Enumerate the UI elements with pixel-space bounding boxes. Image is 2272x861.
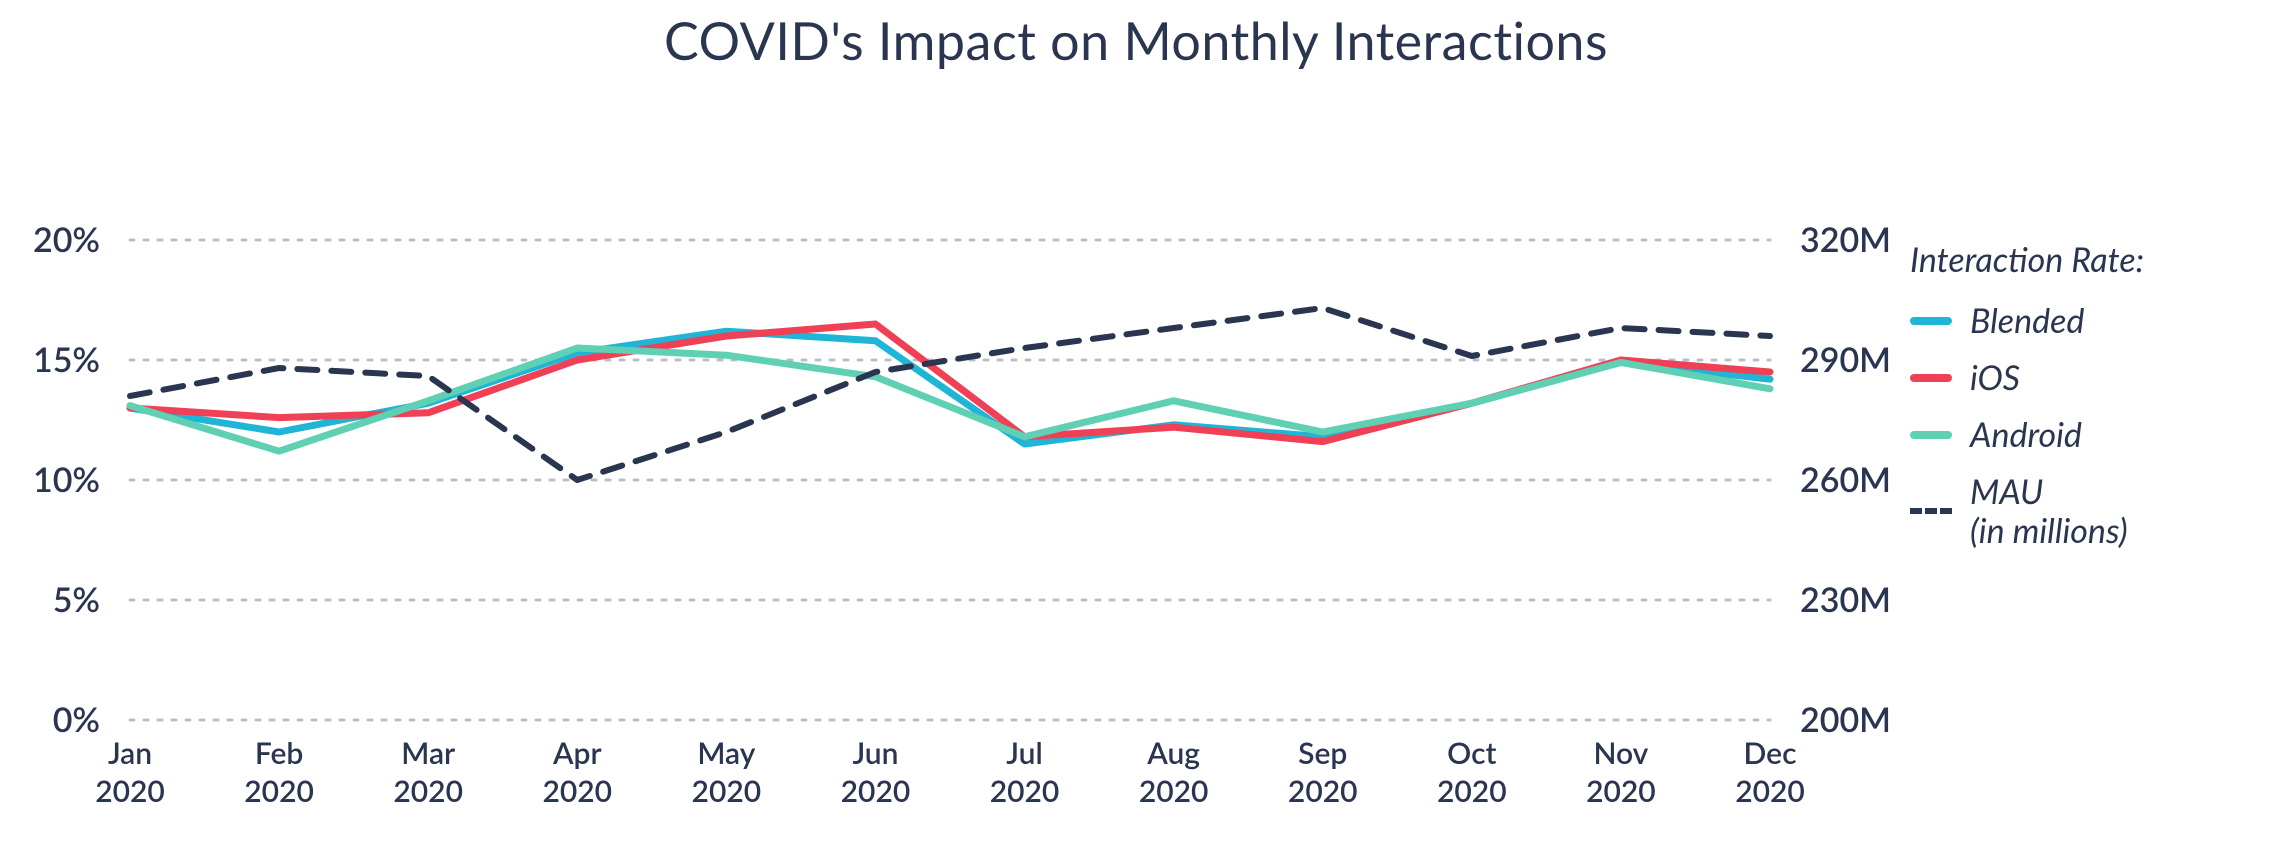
svg-text:2020: 2020 <box>542 773 612 809</box>
svg-text:2020: 2020 <box>1139 773 1209 809</box>
legend-label: MAU (in millions) <box>1970 472 2128 550</box>
svg-text:2020: 2020 <box>244 773 314 809</box>
svg-text:Dec: Dec <box>1744 735 1797 771</box>
legend-swatch <box>1910 431 1952 439</box>
legend-item-blended: Blended <box>1910 301 2144 340</box>
svg-text:Feb: Feb <box>255 735 304 771</box>
legend-items: Blended iOS Android MAU (in millions) <box>1910 301 2144 550</box>
svg-text:2020: 2020 <box>393 773 463 809</box>
svg-text:2020: 2020 <box>990 773 1060 809</box>
svg-text:Jul: Jul <box>1006 735 1042 771</box>
svg-text:320M: 320M <box>1800 219 1891 260</box>
svg-text:2020: 2020 <box>841 773 911 809</box>
svg-text:20%: 20% <box>33 219 100 260</box>
svg-text:Mar: Mar <box>401 735 455 771</box>
svg-text:Aug: Aug <box>1146 735 1200 771</box>
legend-swatch <box>1910 508 1952 514</box>
svg-text:Sep: Sep <box>1298 735 1347 771</box>
legend-item-android: Android <box>1910 415 2144 454</box>
svg-text:5%: 5% <box>53 579 100 620</box>
svg-text:200M: 200M <box>1800 699 1891 740</box>
svg-text:230M: 230M <box>1800 579 1891 620</box>
series-ios <box>130 324 1770 442</box>
svg-text:0%: 0% <box>53 699 100 740</box>
chart-container: COVID's Impact on Monthly Interactions 0… <box>0 0 2272 861</box>
svg-text:2020: 2020 <box>1288 773 1358 809</box>
svg-text:Oct: Oct <box>1447 735 1496 771</box>
legend: Interaction Rate: Blended iOS Android MAU (… <box>1910 240 2144 569</box>
svg-text:290M: 290M <box>1800 339 1891 380</box>
legend-label: iOS <box>1970 358 2020 397</box>
legend-swatch <box>1910 374 1952 382</box>
svg-text:2020: 2020 <box>1437 773 1507 809</box>
series-android <box>130 348 1770 451</box>
legend-item-ios: iOS <box>1910 358 2144 397</box>
svg-text:2020: 2020 <box>1735 773 1805 809</box>
svg-text:Nov: Nov <box>1593 735 1648 771</box>
legend-item-mau: MAU (in millions) <box>1910 472 2144 550</box>
legend-title: Interaction Rate: <box>1910 240 2144 279</box>
svg-text:2020: 2020 <box>692 773 762 809</box>
svg-text:Jan: Jan <box>108 735 152 771</box>
legend-label: Blended <box>1970 301 2084 340</box>
svg-text:260M: 260M <box>1800 459 1891 500</box>
svg-text:Jun: Jun <box>852 735 898 771</box>
legend-label: Android <box>1970 415 2082 454</box>
svg-text:10%: 10% <box>33 459 100 500</box>
svg-text:Apr: Apr <box>552 735 602 771</box>
legend-swatch <box>1910 317 1952 325</box>
svg-text:May: May <box>697 735 755 771</box>
svg-text:2020: 2020 <box>1586 773 1656 809</box>
svg-text:2020: 2020 <box>95 773 165 809</box>
svg-text:15%: 15% <box>33 339 100 380</box>
